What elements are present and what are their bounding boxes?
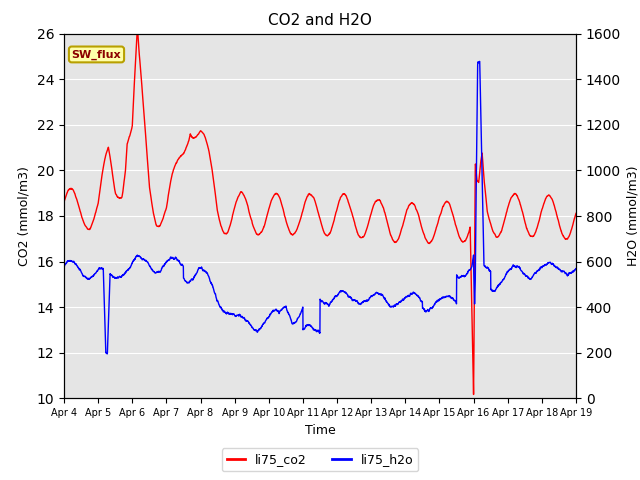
Text: SW_flux: SW_flux <box>72 49 122 60</box>
Y-axis label: CO2 (mmol/m3): CO2 (mmol/m3) <box>18 166 31 266</box>
Legend: li75_co2, li75_h2o: li75_co2, li75_h2o <box>221 448 419 471</box>
X-axis label: Time: Time <box>305 424 335 437</box>
Title: CO2 and H2O: CO2 and H2O <box>268 13 372 28</box>
Y-axis label: H2O (mmol/m3): H2O (mmol/m3) <box>627 166 639 266</box>
